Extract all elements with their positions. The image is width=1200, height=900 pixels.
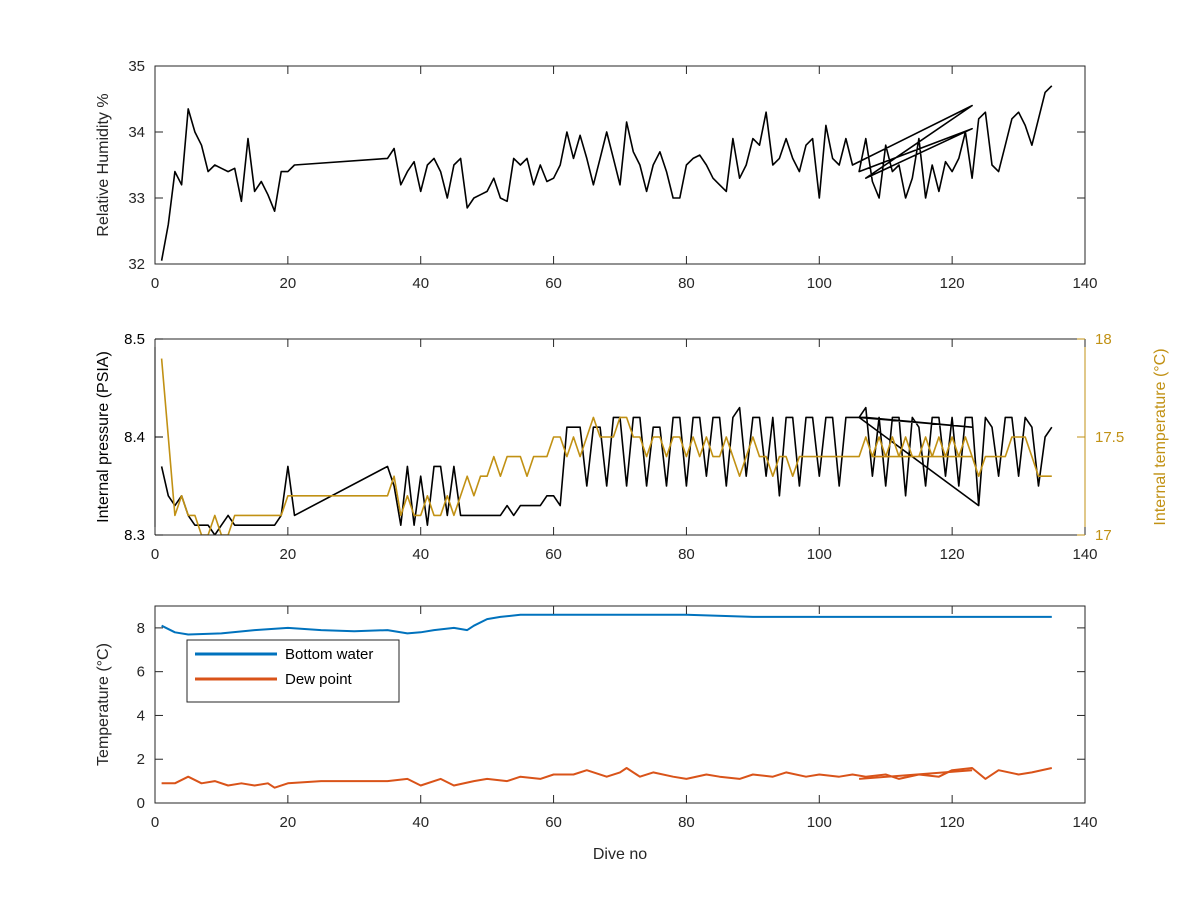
plot-area xyxy=(155,339,1085,535)
y2-tick-label: 17 xyxy=(1095,527,1112,544)
series-line-3-3 xyxy=(859,769,973,780)
x-tick-label: 140 xyxy=(1072,814,1097,831)
legend-entry: Bottom water xyxy=(285,646,373,663)
x-tick-label: 20 xyxy=(280,275,297,292)
series-line-3-2 xyxy=(161,767,1053,789)
axis-box xyxy=(154,65,1086,265)
y2-tick-label: 18 xyxy=(1095,331,1112,348)
x-tick-label: 40 xyxy=(412,546,429,563)
y2-axis-label: Internal temperature (°C) xyxy=(1152,348,1169,525)
x-tick-label: 60 xyxy=(545,275,562,292)
y-tick-label: 4 xyxy=(137,707,145,724)
x-tick-label: 60 xyxy=(545,546,562,563)
legend-entry: Dew point xyxy=(285,671,353,688)
axis-box xyxy=(154,605,1086,804)
x-tick-label: 80 xyxy=(678,275,695,292)
x-tick-label: 80 xyxy=(678,814,695,831)
plot-area xyxy=(155,606,1085,803)
series-line-2-3 xyxy=(160,358,1052,535)
x-tick-label: 120 xyxy=(940,546,965,563)
y-tick-label: 32 xyxy=(128,256,145,273)
y-tick-label: 8.4 xyxy=(124,429,145,446)
legend-box xyxy=(186,639,400,703)
x-tick-label: 100 xyxy=(807,814,832,831)
y-axis-label: Temperature (°C) xyxy=(95,643,112,766)
x-tick-label: 0 xyxy=(151,814,159,831)
x-tick-label: 140 xyxy=(1072,275,1097,292)
y-axis-label: Relative Humidity % xyxy=(95,93,112,236)
subplot-2: 0 20 40 60 80 100 120 140 8.3 8.4 8.5 17 17.5 18 Inter… xyxy=(95,331,1169,563)
x-tick-label: 40 xyxy=(412,275,429,292)
y-tick-label: 8 xyxy=(137,620,145,637)
y-tick-label: 33 xyxy=(128,190,145,207)
x-axis-label: Dive no xyxy=(593,846,647,863)
x-tick-label: 120 xyxy=(940,275,965,292)
series-line-1-1 xyxy=(160,85,1053,261)
x-tick-label: 40 xyxy=(412,814,429,831)
y2-tick-label: 17.5 xyxy=(1095,429,1124,446)
series-group xyxy=(161,613,1053,789)
y-tick-label: 6 xyxy=(137,664,145,681)
y-tick-label: 0 xyxy=(137,795,145,812)
y-tick-label: 8.3 xyxy=(124,527,145,544)
series-line-2-2 xyxy=(858,416,980,507)
x-tick-label: 140 xyxy=(1072,546,1097,563)
x-tick-label: 0 xyxy=(151,275,159,292)
x-tick-label: 60 xyxy=(545,814,562,831)
series-line-2-1 xyxy=(160,406,1053,535)
subplot-1: 0 20 40 60 80 100 120 140 32 33 34 35 Relative Humid… xyxy=(95,58,1098,292)
x-tick-label: 20 xyxy=(280,814,297,831)
y-tick-label: 8.5 xyxy=(124,331,145,348)
subplot-3: 0 20 40 60 80 100 120 140 0 2 4 6 8 Temperature (°C) D… xyxy=(95,605,1098,863)
x-tick-label: 0 xyxy=(151,546,159,563)
legend: Bottom water Dew point xyxy=(186,639,400,703)
series-line-3-1 xyxy=(161,613,1052,636)
y-tick-label: 2 xyxy=(137,751,145,768)
x-tick-label: 100 xyxy=(807,275,832,292)
y-tick-label: 35 xyxy=(128,58,145,75)
x-tick-label: 20 xyxy=(280,546,297,563)
x-tick-label: 100 xyxy=(807,546,832,563)
y-tick-label: 34 xyxy=(128,124,145,141)
series-group xyxy=(160,358,1053,535)
x-tick-label: 80 xyxy=(678,546,695,563)
plot-area xyxy=(155,66,1085,264)
x-tick-label: 120 xyxy=(940,814,965,831)
series-group xyxy=(160,85,1053,261)
y-axis-label: Internal pressure (PSIA) xyxy=(95,351,112,523)
